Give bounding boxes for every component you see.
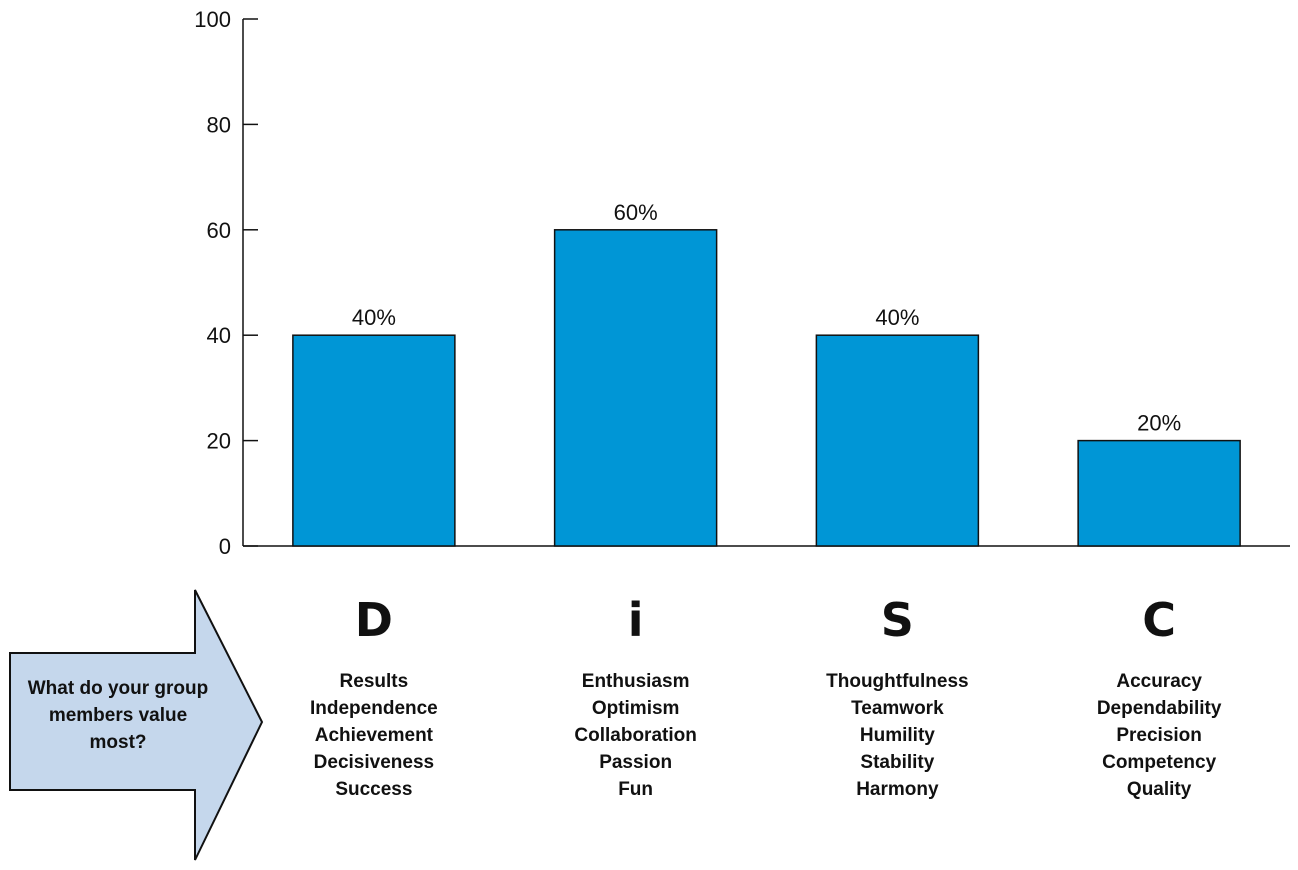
y-tick-label: 80 [207, 112, 231, 137]
category-block: C Accuracy Dependability Precision Competenc… [1039, 592, 1279, 803]
category-label: D [354, 593, 393, 647]
bar-i [553, 229, 718, 547]
category-values: Thoughtfulness Teamwork Humility Stability H… [777, 668, 1017, 803]
value-word: Accuracy [1116, 671, 1202, 692]
callout-arrow-shape [9, 589, 264, 861]
value-word: Passion [599, 752, 673, 773]
value-word: Fun [618, 779, 654, 800]
value-word: Enthusiasm [581, 671, 690, 692]
value-word: Independence [310, 698, 438, 719]
bar-D [292, 334, 456, 547]
category-values: Enthusiasm Optimism Collaboration Passion Fu… [516, 668, 756, 803]
value-word: Optimism [591, 698, 680, 719]
value-word: Dependability [1096, 698, 1222, 719]
callout-text: What do your group members value most? [27, 678, 209, 753]
bar-C [1077, 439, 1241, 547]
value-word: Collaboration [574, 725, 697, 746]
data-label: 60% [614, 200, 658, 225]
y-tick-label: 40 [207, 323, 231, 348]
y-tick-label: 60 [207, 218, 231, 243]
category-block: S Thoughtfulness Teamwork Humility Stability… [777, 592, 1017, 803]
category-label: C [1142, 593, 1176, 647]
value-word: Humility [859, 725, 935, 746]
value-word: Decisiveness [313, 752, 435, 773]
bar-S [815, 334, 980, 547]
value-word: Results [339, 671, 409, 692]
category-values: Accuracy Dependability Precision Competency… [1039, 668, 1279, 803]
category-label: i [627, 593, 644, 647]
value-word: Harmony [856, 779, 939, 800]
category-values: Results Independence Achievement Decisivene… [254, 668, 494, 803]
y-tick-label: 20 [207, 429, 231, 454]
value-word: Success [335, 779, 413, 800]
data-label: 40% [352, 305, 396, 330]
value-word: Stability [860, 752, 935, 773]
data-label: 40% [875, 305, 919, 330]
value-word: Thoughtfulness [826, 671, 969, 692]
value-word: Achievement [314, 725, 434, 746]
y-tick-label: 100 [194, 7, 231, 32]
value-word: Competency [1102, 752, 1217, 773]
value-word: Teamwork [851, 698, 944, 719]
value-word: Precision [1116, 725, 1202, 746]
category-block: i Enthusiasm Optimism Collaboration Passion F… [516, 592, 756, 803]
value-word: Quality [1126, 779, 1192, 800]
y-tick-label: 0 [219, 534, 231, 559]
category-label: S [880, 593, 914, 647]
data-label: 20% [1137, 411, 1181, 436]
category-block: D Results Independence Achievement Decisiven… [254, 592, 494, 803]
